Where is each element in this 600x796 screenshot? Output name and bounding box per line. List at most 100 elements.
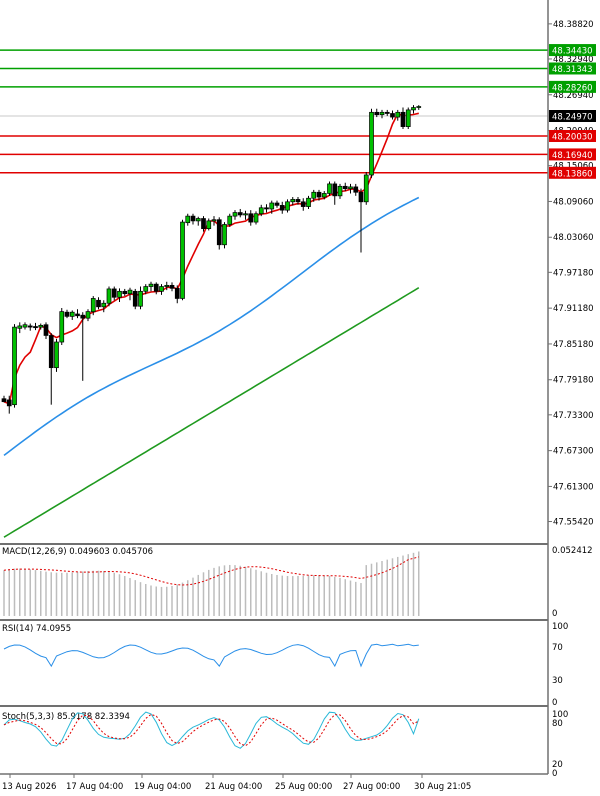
candle: [416, 105, 422, 110]
candle: [279, 201, 285, 214]
current-price-badge: 48.24970: [549, 110, 596, 123]
candle: [43, 322, 49, 340]
stoch-tick-100: 100: [552, 710, 568, 720]
stoch-tick-20: 20: [552, 760, 563, 770]
candle: [374, 108, 380, 118]
candle: [153, 282, 159, 295]
candle: [59, 308, 65, 346]
candle: [185, 213, 191, 226]
candle: [237, 208, 243, 218]
level-label: 48.13860: [552, 169, 593, 179]
macd-pane: MACD(12,26,9) 0.049603 0.045706 0.052412…: [0, 543, 593, 619]
price-tick-label: 47.79180: [553, 376, 594, 386]
moving-averages: [3, 112, 420, 538]
current-price-label: 48.24970: [552, 113, 593, 123]
candle: [274, 200, 280, 208]
level-badge: [549, 80, 596, 93]
candle: [243, 210, 248, 220]
level-badge: [549, 148, 596, 161]
candle: [96, 297, 101, 310]
level-label: 48.20030: [552, 132, 593, 142]
candle: [258, 204, 264, 217]
time-tick-label: 21 Aug 04:00: [205, 782, 262, 792]
candle: [122, 288, 128, 297]
rsi-tick-30: 30: [552, 676, 563, 686]
level-label: 48.31343: [552, 65, 593, 75]
price-tick-label: 48.03060: [553, 233, 594, 243]
candle: [132, 288, 138, 310]
time-axis: 13 Aug 2026 17 Aug 04:00 19 Aug 04:00 21 Au…: [2, 774, 471, 792]
candle: [12, 324, 17, 408]
time-tick-label: 27 Aug 00:00: [343, 782, 400, 792]
price-tick-label: 48.32940: [553, 55, 594, 65]
candle: [148, 281, 154, 292]
macd-tick-zero: 0: [552, 609, 557, 619]
price-tick-label: 48.09060: [553, 197, 594, 207]
candle: [106, 286, 112, 307]
stoch-tick-0: 0: [552, 769, 557, 779]
candle: [348, 183, 353, 194]
candle: [69, 310, 75, 320]
time-tick-label: 19 Aug 04:00: [134, 782, 191, 792]
candle: [195, 216, 201, 226]
price-tick-label: 47.97180: [553, 268, 594, 278]
time-tick-label: 13 Aug 2026: [2, 782, 56, 792]
level-badge: [549, 44, 596, 57]
candle: [190, 213, 196, 225]
candle: [159, 284, 164, 295]
price-tick-label: 47.67300: [553, 447, 594, 457]
stoch-tick-80: 80: [552, 719, 563, 729]
level-badge: [549, 166, 596, 179]
candle: [75, 309, 80, 319]
ma-slow-line: [3, 287, 420, 538]
candle: [306, 195, 311, 209]
level-labels: 48.34430 48.31343 48.28260 48.20030 48.16940…: [549, 44, 596, 179]
price-tick-label: 48.38820: [553, 20, 594, 30]
candle: [1, 395, 7, 403]
candle: [390, 110, 395, 120]
stoch-d-line: [3, 713, 420, 747]
candle: [111, 286, 117, 301]
candle: [90, 296, 96, 316]
candle: [201, 216, 206, 232]
candle: [411, 105, 416, 114]
candle: [127, 287, 133, 301]
price-tick-label: 47.55420: [553, 518, 594, 528]
candle: [248, 210, 254, 226]
candle: [169, 282, 175, 292]
level-badge: [549, 129, 596, 142]
candle: [211, 216, 217, 226]
candle: [27, 323, 33, 331]
candle: [332, 181, 338, 205]
price-tick-label: 48.15060: [553, 162, 594, 172]
candle: [117, 288, 122, 303]
price-tick-label: 47.73300: [553, 411, 594, 421]
candle: [269, 200, 275, 214]
candle: [38, 323, 44, 330]
stoch-pane: Stoch(5,3,3) 85.9178 82.3394 100 80 20 0: [0, 705, 568, 779]
macd-histogram: [3, 551, 420, 616]
candle: [138, 286, 143, 310]
rsi-tick-70: 70: [552, 643, 563, 653]
rsi-line: [3, 643, 419, 668]
level-label: 48.16940: [552, 151, 593, 161]
candle: [405, 107, 411, 130]
candle: [216, 217, 222, 250]
candle: [369, 108, 374, 178]
candle: [311, 189, 317, 202]
candle: [290, 197, 296, 206]
candle: [395, 109, 401, 121]
level-label: 48.28260: [552, 83, 593, 93]
price-pane: 48.4482048.3882048.3294048.2694048.20940…: [0, 20, 596, 538]
candle: [6, 395, 12, 414]
macd-tick-top: 0.052412: [552, 546, 593, 556]
candle: [17, 322, 23, 334]
rsi-tick-0: 0: [552, 698, 557, 708]
level-lines: [0, 49, 548, 174]
candle: [54, 339, 59, 372]
rsi-title: RSI(14) 74.0955: [2, 624, 71, 634]
candle: [64, 309, 70, 319]
candlesticks: [1, 105, 422, 414]
candle: [379, 109, 385, 119]
